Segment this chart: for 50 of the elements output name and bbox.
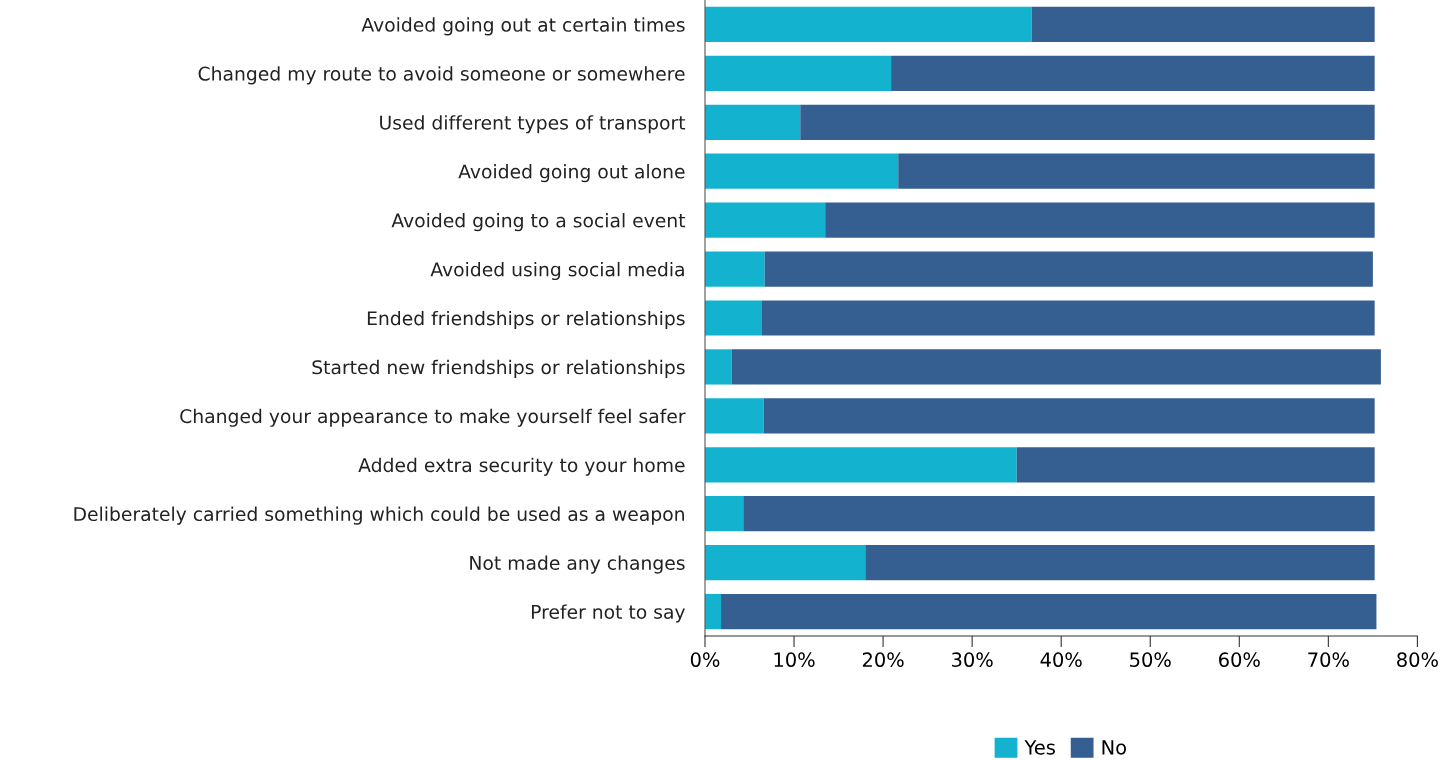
y-tick-label: Avoided going out alone bbox=[458, 164, 685, 183]
bar bbox=[705, 496, 744, 532]
bar bbox=[763, 398, 1375, 434]
bar bbox=[721, 593, 1377, 630]
bar bbox=[1016, 447, 1375, 483]
bar bbox=[705, 55, 892, 91]
bar bbox=[705, 447, 1017, 483]
x-tick-label: 70% bbox=[1308, 652, 1349, 668]
bar bbox=[705, 153, 899, 189]
y-tick-label: Deliberately carried something which could be used as a weapon bbox=[74, 506, 684, 525]
y-tick-label: Not made any changes bbox=[470, 555, 685, 574]
y-tick-label: Used different types of transport bbox=[380, 115, 686, 134]
x-tick-label: 10% bbox=[774, 652, 815, 668]
bar bbox=[865, 545, 1375, 581]
bar bbox=[705, 300, 762, 336]
y-tick-label: Ended friendships or relationships bbox=[367, 310, 685, 330]
legend-label: Yes bbox=[1024, 740, 1055, 755]
x-tick-label: 80% bbox=[1397, 652, 1438, 668]
x-tick-label: 20% bbox=[862, 652, 904, 668]
bar bbox=[764, 251, 1373, 287]
bar bbox=[705, 545, 866, 581]
bar bbox=[891, 55, 1375, 91]
bar bbox=[705, 202, 826, 238]
bar bbox=[705, 104, 801, 140]
bar bbox=[705, 6, 1032, 43]
y-tick-label: Added extra security to your home bbox=[358, 457, 685, 476]
y-tick-label: Started new friendships or relationships bbox=[312, 359, 685, 378]
bar bbox=[705, 398, 764, 434]
bar bbox=[743, 496, 1375, 532]
bar bbox=[1031, 6, 1375, 43]
bar bbox=[898, 153, 1375, 189]
bar bbox=[705, 251, 765, 287]
y-tick-label: Avoided going out at certain times bbox=[361, 17, 685, 36]
bar bbox=[825, 202, 1375, 238]
y-tick-label: Changed your appearance to make yourself feel safer bbox=[180, 408, 686, 427]
x-tick-label: 60% bbox=[1219, 652, 1260, 668]
x-tick-label: 50% bbox=[1130, 652, 1171, 668]
x-tick-label: 0% bbox=[690, 652, 720, 668]
bar bbox=[731, 349, 1381, 385]
bar bbox=[800, 104, 1375, 140]
x-tick-label: 30% bbox=[952, 652, 993, 668]
bar bbox=[761, 300, 1375, 336]
y-tick-label: Avoided going to a social event bbox=[391, 213, 686, 232]
bar bbox=[705, 349, 732, 385]
bar bbox=[705, 593, 722, 630]
y-tick-label: Avoided using social media bbox=[430, 261, 684, 281]
y-tick-label: Prefer not to say bbox=[531, 604, 685, 623]
legend-label: No bbox=[1102, 740, 1126, 755]
x-tick-label: 40% bbox=[1040, 652, 1082, 668]
y-tick-label: Changed my route to avoid someone or somewhere bbox=[198, 66, 685, 85]
